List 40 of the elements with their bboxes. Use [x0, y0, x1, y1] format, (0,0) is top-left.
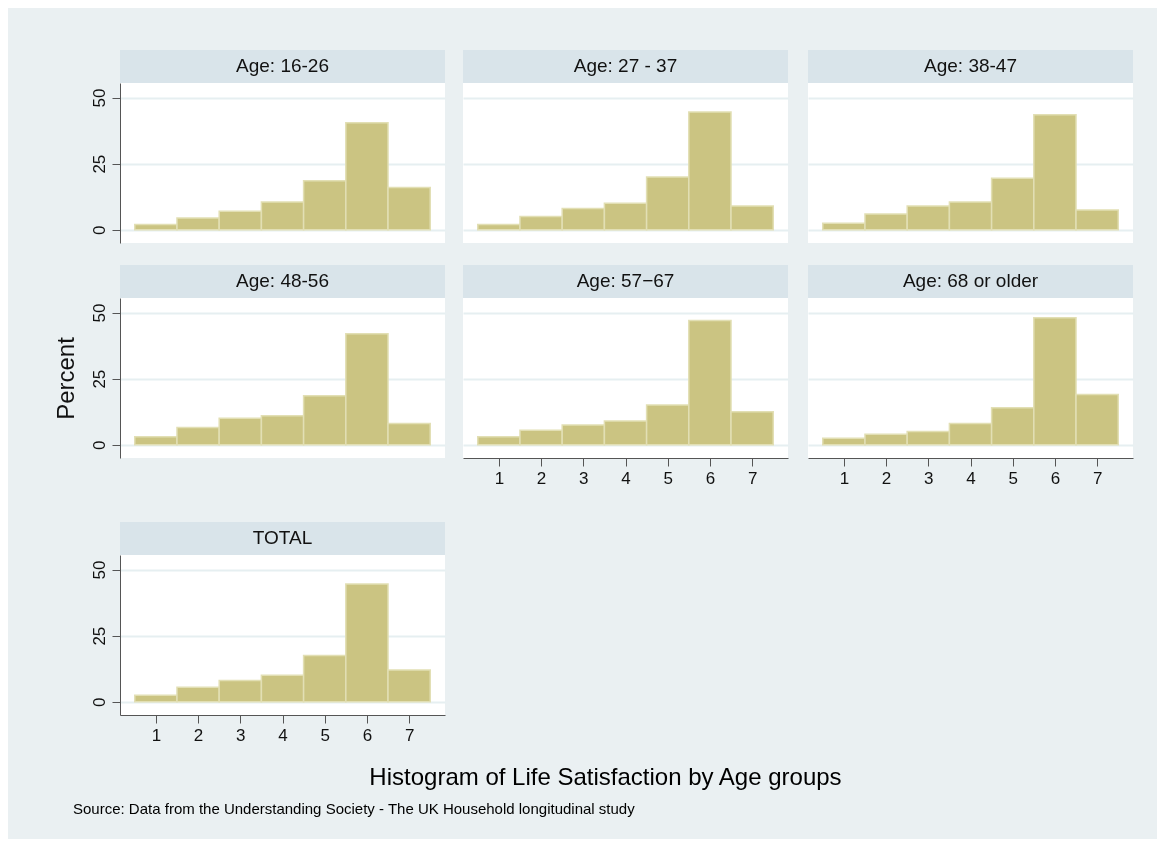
x-tick-label: 6 — [705, 468, 716, 488]
x-tick-label: 6 — [362, 725, 373, 745]
chart-title: Age: 27 - 37 — [573, 55, 678, 76]
x-tick-label: 3 — [924, 468, 934, 488]
text: Histogram of Life Satisfaction by Age groups — [368, 763, 843, 791]
x-tick-label: 2 — [193, 725, 204, 745]
chart-title: TOTAL — [252, 527, 313, 548]
x-tick-label: 5 — [663, 468, 673, 488]
y-tick-label: 25 — [89, 154, 109, 174]
x-tick-label: 7 — [404, 725, 415, 745]
x-tick-label: 3 — [579, 468, 589, 488]
y-axis-title: Percent — [51, 336, 79, 420]
y-tick-label: 25 — [89, 369, 109, 389]
x-tick-label: 1 — [839, 468, 850, 488]
y-tick-label: 50 — [89, 560, 109, 580]
x-tick-label: 1 — [494, 468, 505, 488]
y-tick-label: 0 — [89, 697, 109, 708]
x-tick-label: 5 — [320, 725, 330, 745]
chart-title: Age: 16-26 — [236, 55, 329, 76]
source-note: Source: Data from the Understanding Society - The UK Household longitudinal study — [73, 800, 635, 817]
x-tick-label: 2 — [536, 468, 547, 488]
chart-title: Age: 38-47 — [924, 55, 1017, 76]
x-tick-label: 3 — [236, 725, 246, 745]
y-tick-label: 0 — [89, 440, 109, 451]
x-tick-label: 7 — [1092, 468, 1103, 488]
x-tick-label: 4 — [278, 725, 288, 745]
chart-title: Age: 57−67 — [576, 270, 675, 291]
y-tick-label: 0 — [89, 225, 109, 236]
x-tick-label: 7 — [747, 468, 758, 488]
x-tick-label: 4 — [621, 468, 631, 488]
chart-title: Age: 68 or older — [902, 270, 1039, 291]
y-tick-label: 50 — [89, 88, 109, 108]
x-tick-label: 5 — [1008, 468, 1018, 488]
y-tick-label: 25 — [89, 626, 109, 646]
x-tick-label: 1 — [151, 725, 162, 745]
x-tick-label: 2 — [881, 468, 892, 488]
x-tick-label: 6 — [1050, 468, 1061, 488]
x-tick-label: 4 — [966, 468, 976, 488]
chart-title: Age: 48-56 — [236, 270, 329, 291]
y-tick-label: 50 — [89, 303, 109, 323]
